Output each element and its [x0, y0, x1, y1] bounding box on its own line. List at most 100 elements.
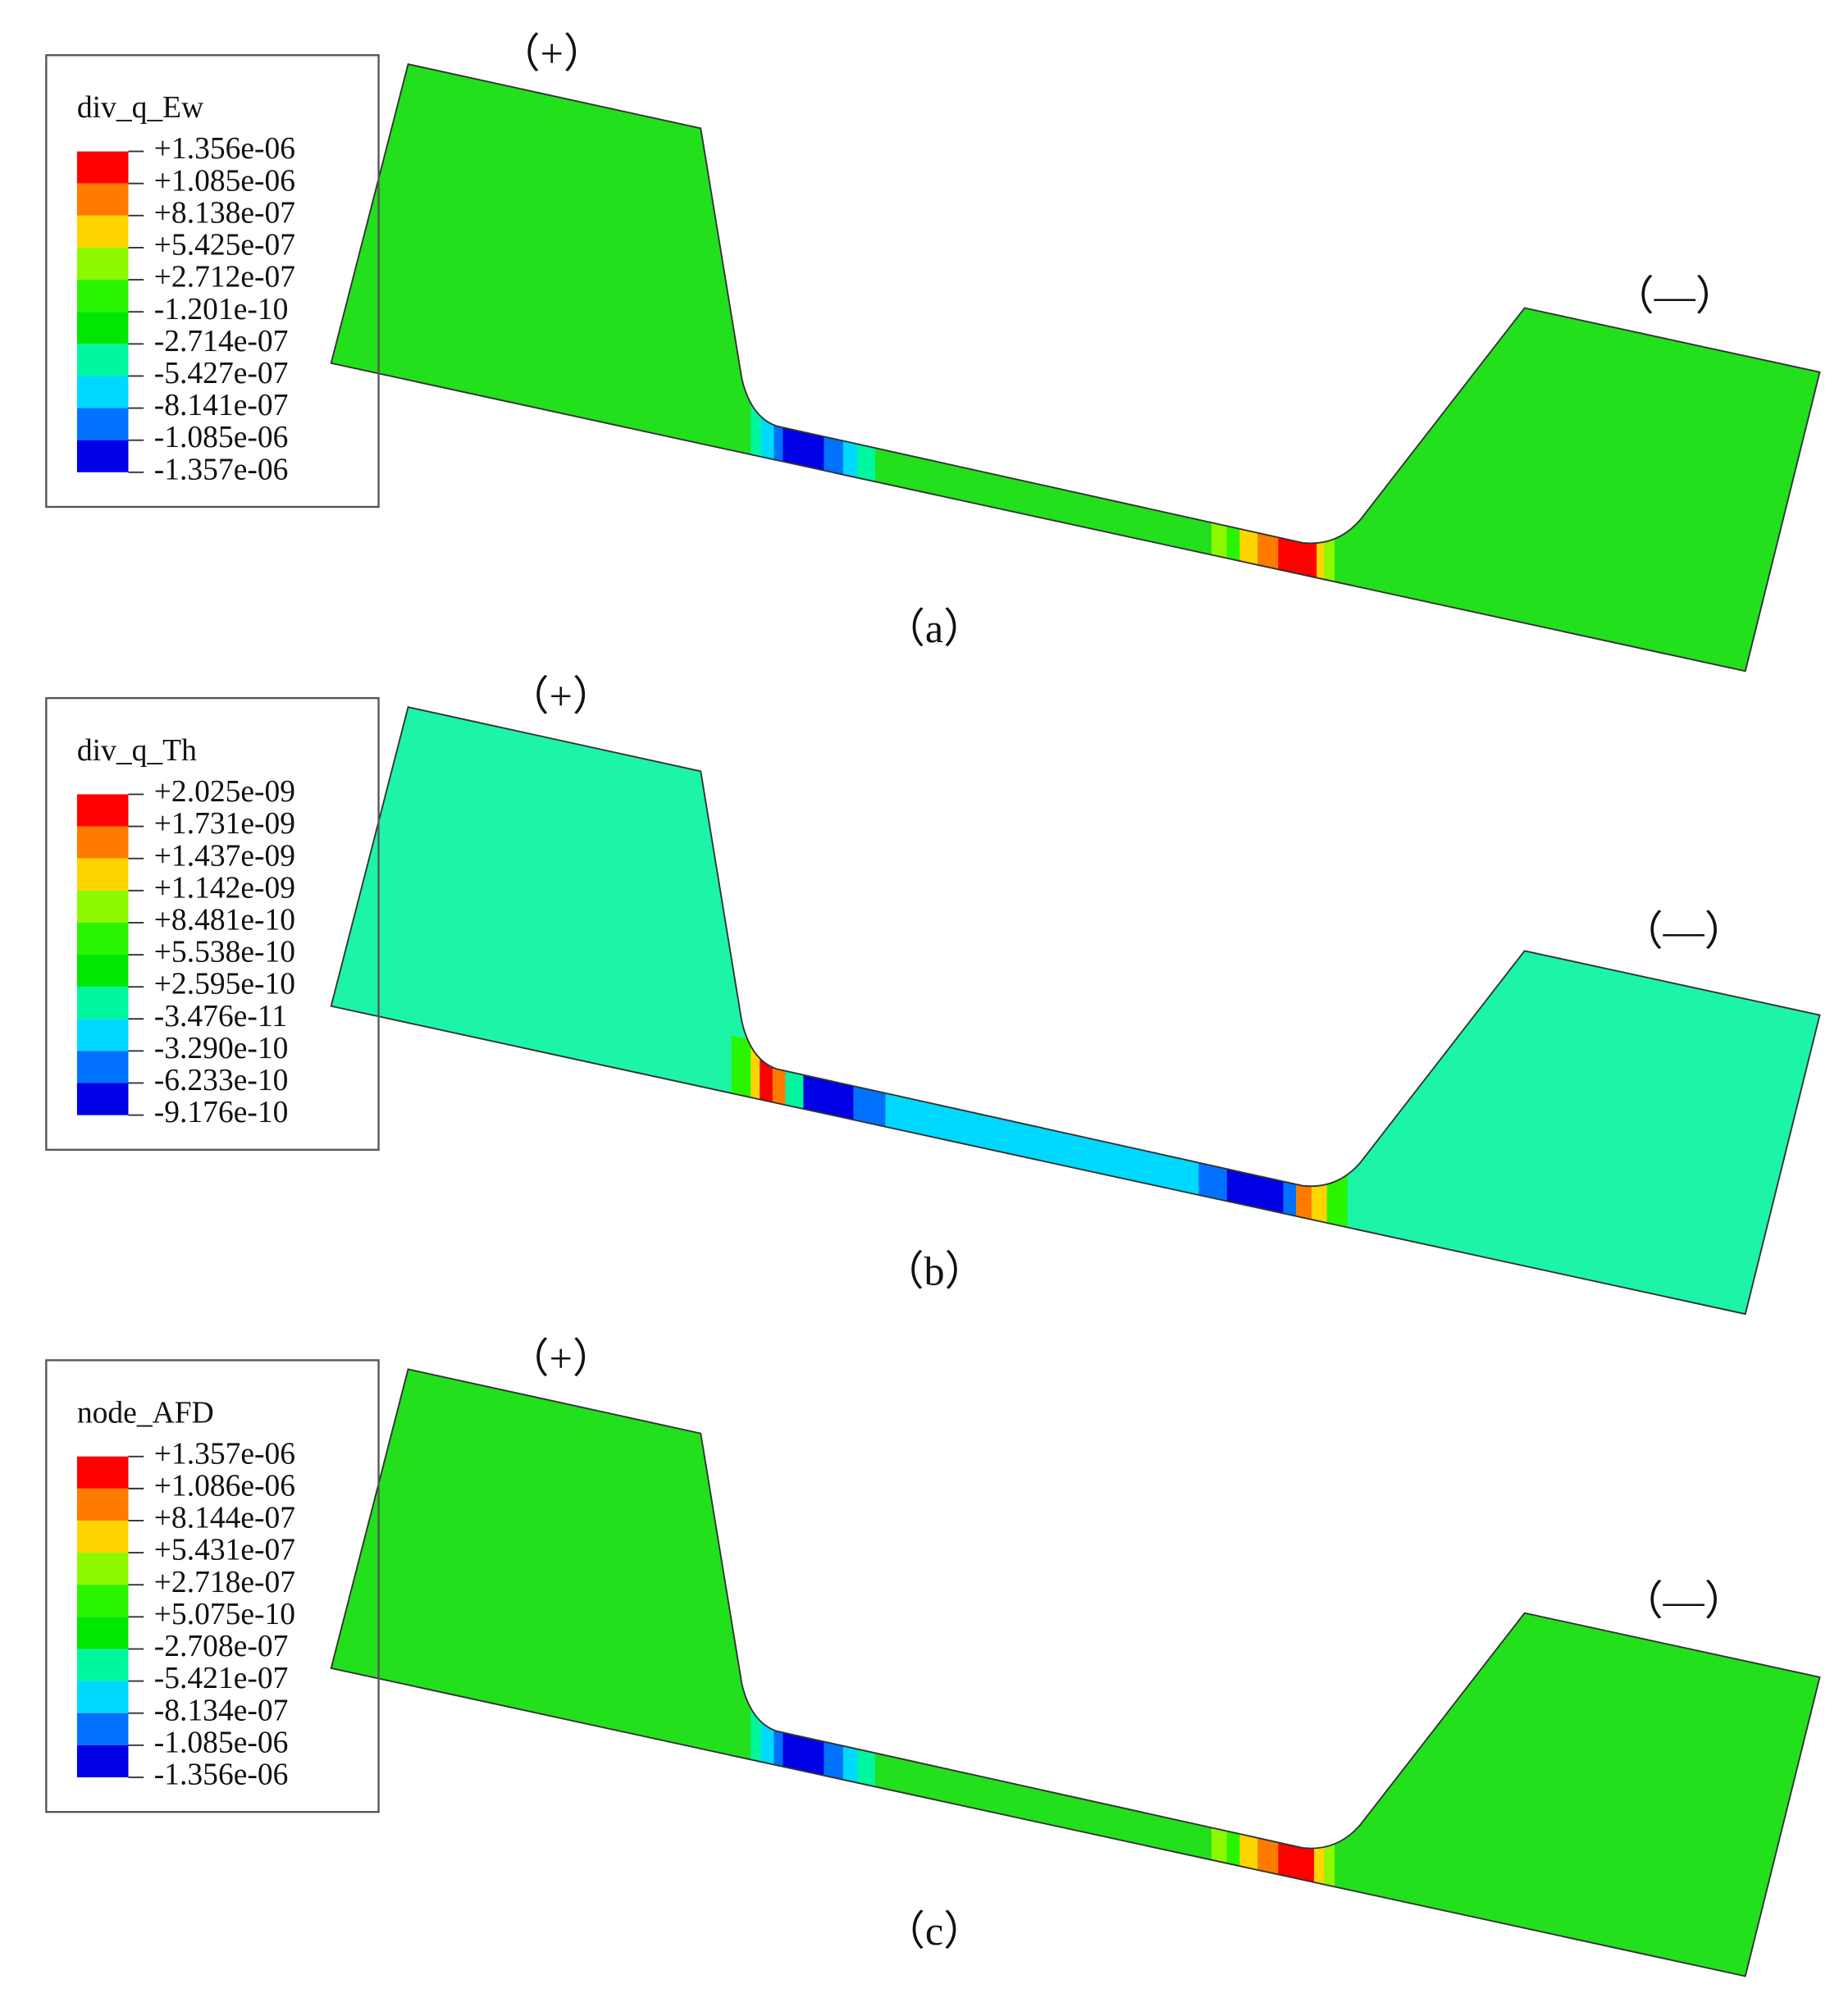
contour-band [731, 1035, 751, 1102]
legend-swatch [76, 1083, 129, 1115]
legend-swatch [76, 1585, 129, 1617]
legend-label: -9.176e-10 [154, 1096, 289, 1129]
contour-band [1226, 1805, 1240, 1870]
contour-band [785, 1047, 804, 1113]
legend-label: +8.138e-07 [154, 196, 295, 230]
panel: node_AFD +1.357e-06+1.086e-06+8.144e-07+5… [45, 1335, 1821, 1977]
legend-swatch [76, 280, 129, 312]
legend-swatch [76, 183, 129, 216]
legend-swatch [76, 1617, 129, 1649]
part-outline [330, 1368, 1821, 1977]
contour-band [842, 417, 858, 482]
legend-label: +1.086e-06 [154, 1469, 295, 1503]
legend-label: +1.357e-06 [154, 1437, 295, 1471]
legend-label: -1.357e-06 [154, 453, 289, 486]
legend-swatch [76, 344, 129, 376]
legend-label: -8.141e-07 [154, 389, 289, 422]
legend-swatch [76, 1019, 129, 1051]
legend-label: -1.085e-06 [154, 421, 289, 454]
contour-band [1239, 1808, 1258, 1874]
legend-label: +2.025e-09 [154, 775, 295, 809]
contour-band [885, 1069, 1199, 1199]
legend-label: +1.437e-09 [154, 839, 295, 873]
legend-swatch [76, 312, 129, 344]
legend-swatch [76, 215, 129, 248]
contour-band [824, 1717, 843, 1784]
legend-box [45, 696, 380, 1152]
legend-title: div_q_Th [77, 734, 197, 768]
legend-swatch [76, 151, 129, 184]
legend-swatch [76, 858, 129, 891]
terminal-minus: （—） [1622, 908, 1745, 954]
legend-swatch [76, 1649, 129, 1681]
legend-label: +8.144e-07 [154, 1502, 295, 1535]
contour-band [1211, 497, 1227, 563]
contour-band [824, 413, 843, 479]
legend-label: +5.431e-07 [154, 1534, 295, 1567]
legend-label: -6.233e-10 [154, 1064, 289, 1097]
legend-swatch [76, 890, 129, 923]
part-outline [330, 63, 1821, 673]
legend-swatch [76, 1745, 129, 1777]
part-outline [330, 705, 1821, 1316]
legend-swatch [76, 408, 129, 440]
legend-swatch [76, 376, 129, 408]
legend-swatch [76, 987, 129, 1020]
legend-label: +1.356e-06 [154, 132, 295, 166]
legend-label: +8.481e-10 [154, 904, 295, 937]
legend-label: -3.476e-11 [154, 1000, 287, 1033]
contour-band [803, 1051, 854, 1124]
legend-label: +5.538e-10 [154, 936, 295, 969]
contour-band [1226, 500, 1240, 565]
contour-band [1316, 520, 1325, 584]
contour-band [783, 1708, 824, 1780]
contour-band [1283, 1156, 1297, 1220]
contour-band [1211, 1802, 1227, 1868]
contour-band [1324, 522, 1335, 586]
contour-bands [731, 1035, 1348, 1232]
legend-box [45, 1359, 380, 1813]
part-fill [331, 707, 1820, 1315]
legend-label: -1.201e-10 [154, 293, 289, 326]
panel: div_q_Th +2.025e-09+1.731e-09+1.437e-09+1… [45, 673, 1821, 1316]
legend-label: -8.134e-07 [154, 1694, 289, 1727]
panel-caption: （c） [884, 1908, 984, 1954]
contour-band [1326, 1165, 1348, 1232]
contour-band [760, 1042, 773, 1106]
contour-band [842, 1722, 858, 1787]
contour-band [772, 1044, 786, 1109]
legend-label: +5.425e-07 [154, 229, 295, 262]
part-fill [331, 1369, 1820, 1977]
legend-label: +1.731e-09 [154, 807, 295, 841]
legend-swatch [76, 955, 129, 988]
legend-swatch [76, 1456, 129, 1489]
legend-label: +2.718e-07 [154, 1566, 295, 1599]
terminal-minus: （—） [1613, 273, 1736, 319]
legend-swatch [76, 922, 129, 956]
panel-caption: （b） [883, 1248, 985, 1294]
legend-swatch [76, 1713, 129, 1745]
legend-title: node_AFD [77, 1396, 214, 1430]
legend-label: +2.595e-10 [154, 968, 295, 1001]
legend-swatch [76, 794, 129, 827]
contour-band [1314, 1824, 1325, 1889]
legend-title: div_q_Ew [77, 91, 203, 125]
legend-swatch [76, 440, 129, 472]
legend-swatch [76, 1681, 129, 1713]
contour-band [1296, 1158, 1312, 1224]
legend-label: -2.708e-07 [154, 1630, 289, 1663]
terminal-plus: （+） [500, 30, 605, 76]
legend-label: -2.714e-07 [154, 325, 289, 358]
terminal-minus: （—） [1622, 1578, 1745, 1624]
legend-label: +1.142e-09 [154, 871, 295, 905]
panel: div_q_Ew +1.356e-06+1.085e-06+8.138e-07+5… [45, 30, 1821, 673]
legend-swatch [76, 1488, 129, 1521]
legend-label: +1.085e-06 [154, 164, 295, 198]
legend-label: -5.421e-07 [154, 1662, 289, 1695]
contour-band [1311, 1161, 1327, 1227]
legend-box [45, 54, 380, 509]
legend-label: +2.712e-07 [154, 261, 295, 294]
contour-band [1257, 1812, 1279, 1879]
